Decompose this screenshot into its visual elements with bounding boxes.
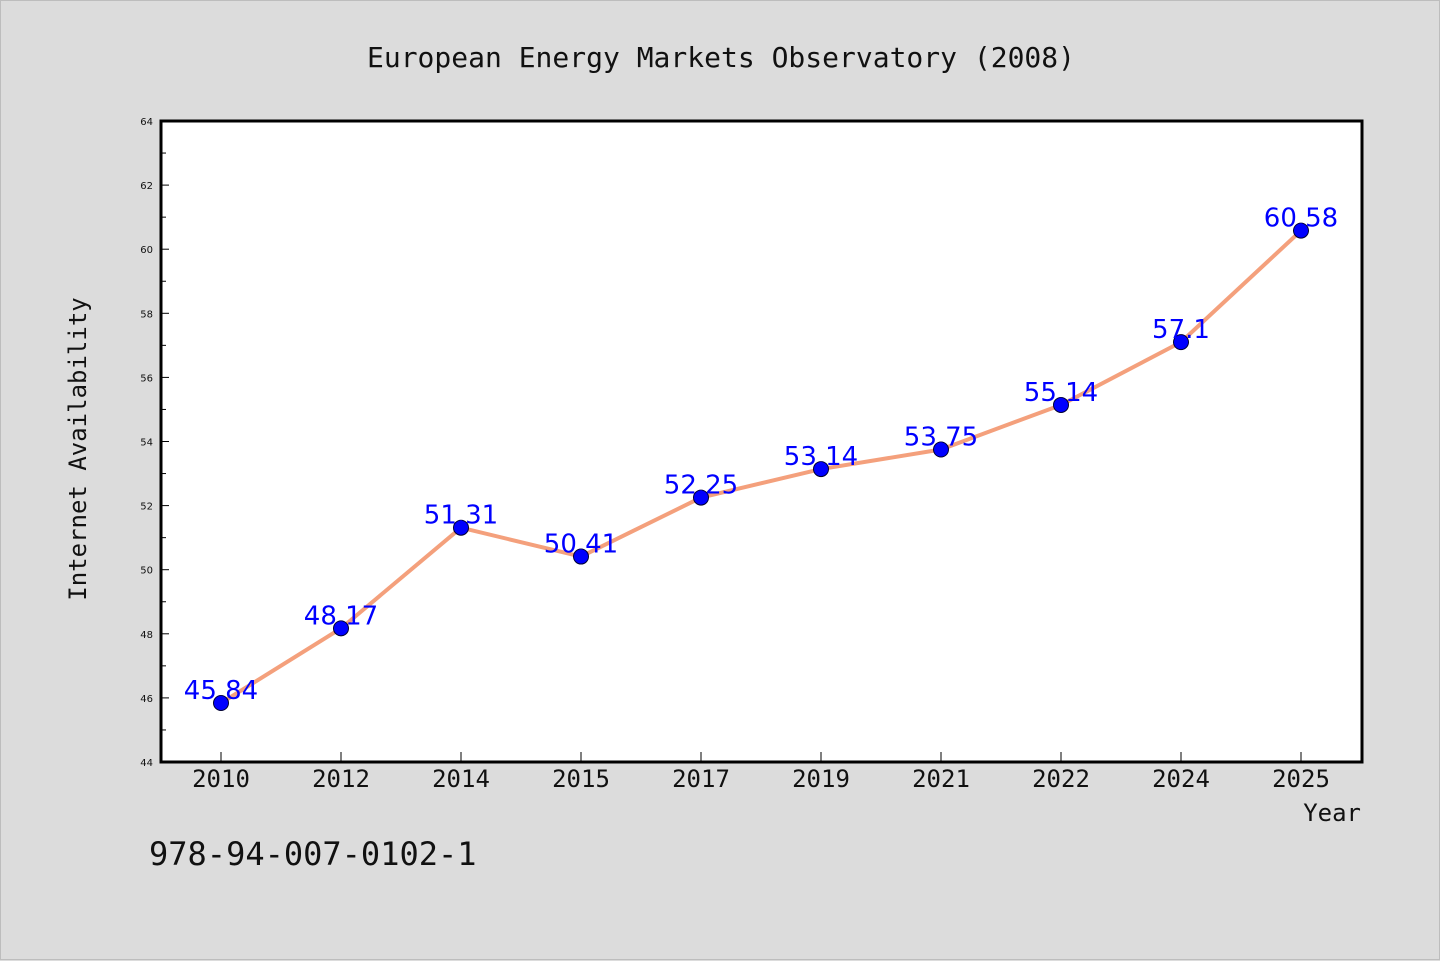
data-point [573, 548, 589, 565]
y-tick-label: 54 [140, 438, 153, 449]
chart-title: European Energy Markets Observatory (200… [367, 41, 1075, 74]
data-point [813, 461, 829, 478]
y-tick-label: 44 [140, 758, 153, 769]
x-tick-label: 2021 [912, 765, 970, 793]
data-point [333, 620, 349, 637]
plot-area [159, 119, 1364, 764]
y-axis: 44 46 48 50 52 54 56 58 60 62 64 [140, 117, 169, 769]
series-line [219, 229, 1303, 705]
data-label: 55.14 [1024, 378, 1098, 408]
data-point [453, 519, 469, 536]
y-tick-label: 56 [140, 373, 153, 384]
x-tick-label: 2019 [792, 765, 850, 793]
data-label: 51.31 [424, 501, 498, 531]
y-tick-label: 50 [140, 566, 153, 577]
x-tick-label: 2012 [312, 765, 370, 793]
y-tick-label: 62 [140, 181, 153, 192]
x-tick-label: 2022 [1032, 765, 1090, 793]
y-tick-label: 52 [140, 502, 153, 513]
x-tick-label: 2017 [672, 765, 730, 793]
y-tick-label: 60 [140, 245, 153, 256]
isbn-footer: 978-94-007-0102-1 [149, 835, 477, 873]
data-point [1293, 222, 1309, 239]
x-tick-label: 2010 [192, 765, 250, 793]
y-tick-label: 48 [140, 630, 153, 641]
data-label: 53.14 [784, 442, 858, 472]
data-point [933, 441, 949, 458]
x-tick-label: 2024 [1152, 765, 1210, 793]
data-point [1173, 334, 1189, 351]
y-tick-label: 58 [140, 309, 153, 320]
x-tick-label: 2025 [1272, 765, 1330, 793]
x-axis-label: Year [1303, 799, 1361, 827]
y-tick-label: 64 [140, 117, 153, 128]
y-tick-label: 46 [140, 694, 153, 705]
data-label: 53.75 [904, 423, 978, 453]
data-label: 45.84 [184, 676, 258, 706]
data-point [693, 489, 709, 506]
data-label: 48.17 [304, 601, 378, 631]
x-axis: 2010 2012 2014 2015 2017 2019 2021 2022 2024 2025 [192, 752, 1330, 793]
data-label: 60.58 [1264, 204, 1338, 234]
y-axis-label: Internet Availability [64, 297, 92, 600]
data-label: 50.41 [544, 530, 618, 560]
data-label: 52.25 [664, 471, 738, 501]
data-point [213, 695, 229, 712]
data-label: 57.1 [1152, 315, 1210, 345]
x-tick-label: 2015 [552, 765, 610, 793]
x-tick-label: 2014 [432, 765, 490, 793]
data-point [1053, 396, 1069, 413]
series-group: 45.84 48.17 51.31 50.41 52.25 53.14 53.75 55.14… [184, 204, 1338, 712]
